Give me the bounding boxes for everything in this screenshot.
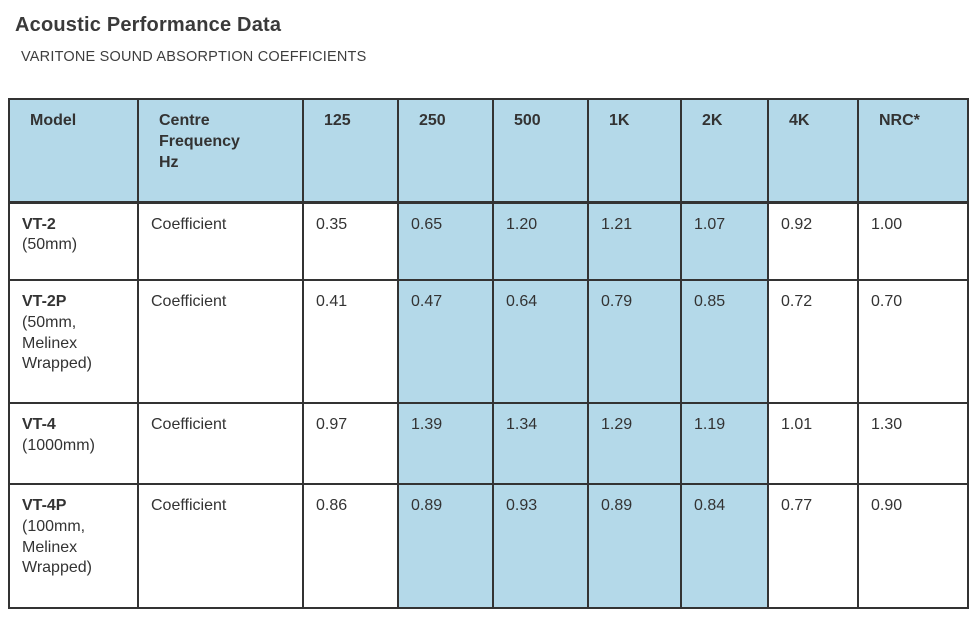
model-name: VT-2: [22, 215, 56, 233]
cell-value-4k: 0.72: [767, 279, 859, 404]
header-2k: 2K: [680, 98, 769, 204]
cell-value-nrc: 1.30: [857, 402, 969, 485]
header-4k: 4K: [767, 98, 859, 204]
page-subtitle: VARITONE SOUND ABSORPTION COEFFICIENTS: [21, 49, 367, 65]
cell-value-500: 1.20: [492, 201, 589, 281]
cell-value-1k: 1.21: [587, 201, 682, 281]
header-250: 250: [397, 98, 494, 204]
cell-model: VT-4P (100mm, Melinex Wrapped): [8, 483, 139, 609]
cell-value-nrc: 1.00: [857, 201, 969, 281]
cell-row-label: Coefficient: [137, 483, 304, 609]
cell-value-1k: 0.89: [587, 483, 682, 609]
header-500: 500: [492, 98, 589, 204]
model-name: VT-4P: [22, 497, 67, 514]
cell-row-label: Coefficient: [137, 201, 304, 281]
cell-value-2k: 1.07: [680, 201, 769, 281]
model-detail: (50mm): [22, 236, 78, 254]
cell-model: VT-2 (50mm): [8, 201, 139, 281]
header-1k: 1K: [587, 98, 682, 204]
header-nrc: NRC*: [857, 98, 969, 204]
cell-value-1k: 0.79: [587, 279, 682, 404]
cell-model: VT-2P (50mm, Melinex Wrapped): [8, 279, 139, 404]
cell-value-500: 0.64: [492, 279, 589, 404]
cell-value-2k: 0.84: [680, 483, 769, 609]
table-row-vt2p: VT-2P (50mm, Melinex Wrapped) Coefficien…: [8, 279, 969, 404]
cell-value-250: 0.47: [397, 279, 494, 404]
table-row-vt4p: VT-4P (100mm, Melinex Wrapped) Coefficie…: [8, 483, 969, 609]
page-title: Acoustic Performance Data: [15, 14, 282, 36]
header-centre-frequency: Centre Frequency Hz: [137, 98, 304, 204]
absorption-coefficients-table: Model Centre Frequency Hz 125 250 500 1K…: [8, 98, 969, 609]
model-name: VT-4: [22, 416, 56, 433]
cell-value-125: 0.97: [302, 402, 399, 485]
model-detail: (1000mm): [22, 436, 95, 454]
cell-value-500: 1.34: [492, 402, 589, 485]
cell-value-4k: 1.01: [767, 402, 859, 485]
cell-model: VT-4 (1000mm): [8, 402, 139, 485]
header-model-label: Model: [30, 112, 77, 129]
cell-value-250: 0.65: [397, 201, 494, 281]
header-model: Model: [8, 98, 139, 204]
cell-row-label: Coefficient: [137, 402, 304, 485]
cell-value-250: 1.39: [397, 402, 494, 485]
cell-value-4k: 0.77: [767, 483, 859, 609]
cell-value-125: 0.35: [302, 201, 399, 281]
table-header-row: Model Centre Frequency Hz 125 250 500 1K…: [8, 98, 969, 204]
cell-value-nrc: 0.70: [857, 279, 969, 404]
cell-value-2k: 1.19: [680, 402, 769, 485]
model-name: VT-2P: [22, 293, 67, 310]
cell-value-2k: 0.85: [680, 279, 769, 404]
cell-value-1k: 1.29: [587, 402, 682, 485]
header-125: 125: [302, 98, 399, 204]
cell-row-label: Coefficient: [137, 279, 304, 404]
cell-value-4k: 0.92: [767, 201, 859, 281]
cell-value-125: 0.41: [302, 279, 399, 404]
header-centre-frequency-label: Centre Frequency Hz: [159, 112, 240, 171]
cell-value-125: 0.86: [302, 483, 399, 609]
cell-value-nrc: 0.90: [857, 483, 969, 609]
model-detail: (100mm, Melinex Wrapped): [22, 517, 92, 577]
cell-value-500: 0.93: [492, 483, 589, 609]
cell-value-250: 0.89: [397, 483, 494, 609]
model-detail: (50mm, Melinex Wrapped): [22, 313, 92, 373]
table-row-vt2: VT-2 (50mm) Coefficient 0.35 0.65 1.20 1…: [8, 201, 969, 281]
table-row-vt4: VT-4 (1000mm) Coefficient 0.97 1.39 1.34…: [8, 402, 969, 485]
